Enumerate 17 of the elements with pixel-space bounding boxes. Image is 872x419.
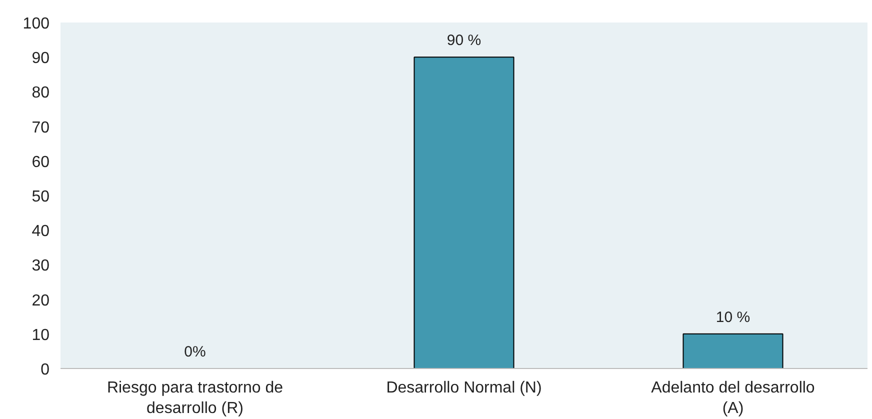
y-tick-label: 50 bbox=[32, 188, 50, 206]
x-tick-label: Adelanto del desarrollo (A) bbox=[651, 380, 815, 417]
data-label: 90 % bbox=[446, 32, 482, 50]
y-tick-label: 80 bbox=[32, 84, 50, 102]
y-tick-label: 20 bbox=[32, 292, 50, 310]
y-tick-label: 60 bbox=[32, 154, 50, 171]
y-tick-label: 70 bbox=[32, 119, 50, 136]
y-tick-label: 0 bbox=[40, 362, 50, 378]
data-label: 10 % bbox=[716, 308, 750, 326]
y-tick-label: 10 bbox=[32, 326, 50, 344]
y-tick-label: 40 bbox=[32, 223, 50, 240]
data-label: 0% bbox=[184, 344, 206, 360]
x-tick-label: Riesgo para trastorno de desarrollo (R) bbox=[106, 380, 284, 417]
x-tick-label: Desarrollo Normal (N) bbox=[386, 380, 542, 396]
y-tick-label: 100 bbox=[22, 16, 50, 32]
y-tick-label: 90 bbox=[32, 50, 50, 68]
y-tick-label: 30 bbox=[32, 258, 50, 275]
